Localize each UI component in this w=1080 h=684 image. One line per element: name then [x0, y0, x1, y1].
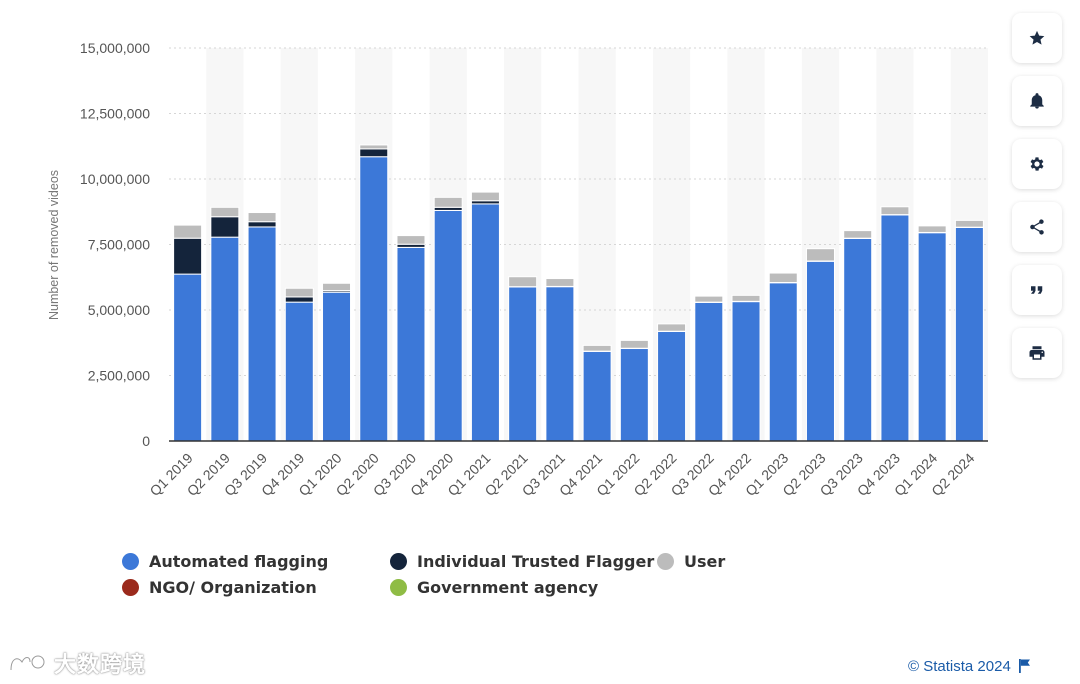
bar-segment[interactable]	[284, 296, 314, 303]
bar-segment[interactable]	[619, 348, 649, 442]
bar-segment[interactable]	[470, 191, 500, 202]
bar-segment[interactable]	[768, 272, 798, 283]
watermark-text: 大数跨境	[54, 653, 147, 678]
statista-credit[interactable]: © Statista 2024	[908, 656, 1031, 676]
bar-segment[interactable]	[805, 260, 835, 442]
legend-swatch	[390, 553, 407, 570]
bar-segment[interactable]	[173, 273, 203, 442]
bar-segment[interactable]	[917, 232, 947, 442]
bar-segment[interactable]	[805, 248, 835, 262]
bar-segment[interactable]	[917, 225, 947, 233]
favorite-button[interactable]	[1012, 13, 1062, 63]
bar-segment[interactable]	[843, 237, 873, 442]
legend-label: Automated flagging	[149, 552, 329, 571]
legend: Automated flagging Individual Trusted Fl…	[122, 550, 762, 606]
bar-segment[interactable]	[954, 226, 984, 442]
bell-icon	[1030, 93, 1044, 109]
watermark-logo-icon	[9, 654, 46, 671]
bar-segment[interactable]	[508, 276, 538, 288]
bar-segment[interactable]	[247, 212, 277, 223]
bar-segment[interactable]	[694, 301, 724, 442]
bar-segment[interactable]	[470, 203, 500, 442]
y-tick-label: 2,500,000	[88, 368, 150, 384]
bar-segment[interactable]	[880, 214, 910, 442]
legend-swatch	[122, 553, 139, 570]
y-tick-label: 5,000,000	[88, 302, 150, 318]
bar-segment[interactable]	[582, 350, 612, 442]
bar-segment[interactable]	[247, 226, 277, 442]
legend-item-individual-trusted-flagger[interactable]: Individual Trusted Flagger	[390, 552, 654, 571]
bar-segment[interactable]	[545, 286, 575, 442]
legend-item-ngo-organization[interactable]: NGO/ Organization	[122, 578, 317, 597]
y-tick-label: 7,500,000	[88, 237, 150, 253]
bar-segment[interactable]	[247, 221, 277, 228]
legend-swatch	[122, 579, 139, 596]
bar-segment[interactable]	[173, 237, 203, 275]
bar-segment[interactable]	[210, 206, 240, 218]
bar-segment[interactable]	[359, 144, 389, 150]
star-icon	[1029, 30, 1045, 45]
legend-label: Government agency	[417, 578, 599, 597]
bar-segment[interactable]	[545, 278, 575, 287]
flag-icon	[1018, 659, 1030, 673]
bar-segment[interactable]	[694, 295, 724, 303]
legend-item-user[interactable]: User	[657, 552, 725, 571]
bars	[173, 144, 984, 442]
bar-segment[interactable]	[508, 286, 538, 442]
cite-button[interactable]	[1012, 265, 1062, 315]
y-axis-ticks: 0 2,500,000 5,000,000 7,500,000 10,000,000 12…	[80, 40, 150, 449]
bar-segment[interactable]	[284, 287, 314, 298]
y-tick-label: 12,500,000	[80, 106, 150, 122]
y-tick-label: 0	[142, 433, 150, 449]
legend-item-government-agency[interactable]: Government agency	[390, 578, 598, 597]
bar-segment[interactable]	[322, 282, 352, 292]
quote-icon	[1031, 286, 1043, 294]
bar-segment[interactable]	[768, 282, 798, 442]
printer-icon	[1029, 346, 1045, 360]
legend-label: NGO/ Organization	[149, 578, 317, 597]
y-tick-label: 10,000,000	[80, 171, 150, 187]
bar-segment[interactable]	[359, 156, 389, 442]
bar-segment[interactable]	[284, 301, 314, 442]
gear-icon	[1030, 157, 1044, 171]
share-icon	[1030, 219, 1044, 235]
bar-segment[interactable]	[173, 224, 203, 239]
bar-segment[interactable]	[954, 219, 984, 228]
print-button[interactable]	[1012, 328, 1062, 378]
bar-segment[interactable]	[210, 216, 240, 238]
bar-segment[interactable]	[359, 148, 389, 158]
bar-segment[interactable]	[433, 209, 463, 442]
bar-segment[interactable]	[396, 235, 426, 245]
bar-segment[interactable]	[657, 323, 687, 332]
bar-segment[interactable]	[433, 196, 463, 208]
notification-button[interactable]	[1012, 76, 1062, 126]
bar-segment[interactable]	[731, 301, 761, 442]
bar-segment[interactable]	[657, 330, 687, 442]
watermark: 大数跨境	[8, 648, 146, 678]
bar-segment[interactable]	[210, 236, 240, 442]
bar-segment[interactable]	[322, 291, 352, 442]
settings-button[interactable]	[1012, 139, 1062, 189]
legend-label: Individual Trusted Flagger	[417, 552, 655, 571]
y-axis-title: Number of removed videos	[47, 170, 61, 320]
chart: 0 2,500,000 5,000,000 7,500,000 10,000,000 12…	[47, 40, 988, 499]
y-tick-label: 15,000,000	[80, 40, 150, 56]
legend-swatch	[390, 579, 407, 596]
legend-item-automated-flagging[interactable]: Automated flagging	[122, 552, 328, 571]
bar-segment[interactable]	[880, 206, 910, 216]
share-button[interactable]	[1012, 202, 1062, 252]
legend-swatch	[657, 553, 674, 570]
bar-segment[interactable]	[843, 230, 873, 239]
bar-segment[interactable]	[396, 246, 426, 442]
legend-label: User	[684, 552, 726, 571]
bar-segment[interactable]	[582, 344, 612, 352]
credit-text: © Statista 2024	[908, 657, 1011, 675]
bar-segment[interactable]	[619, 339, 649, 349]
bar-segment[interactable]	[731, 294, 761, 302]
